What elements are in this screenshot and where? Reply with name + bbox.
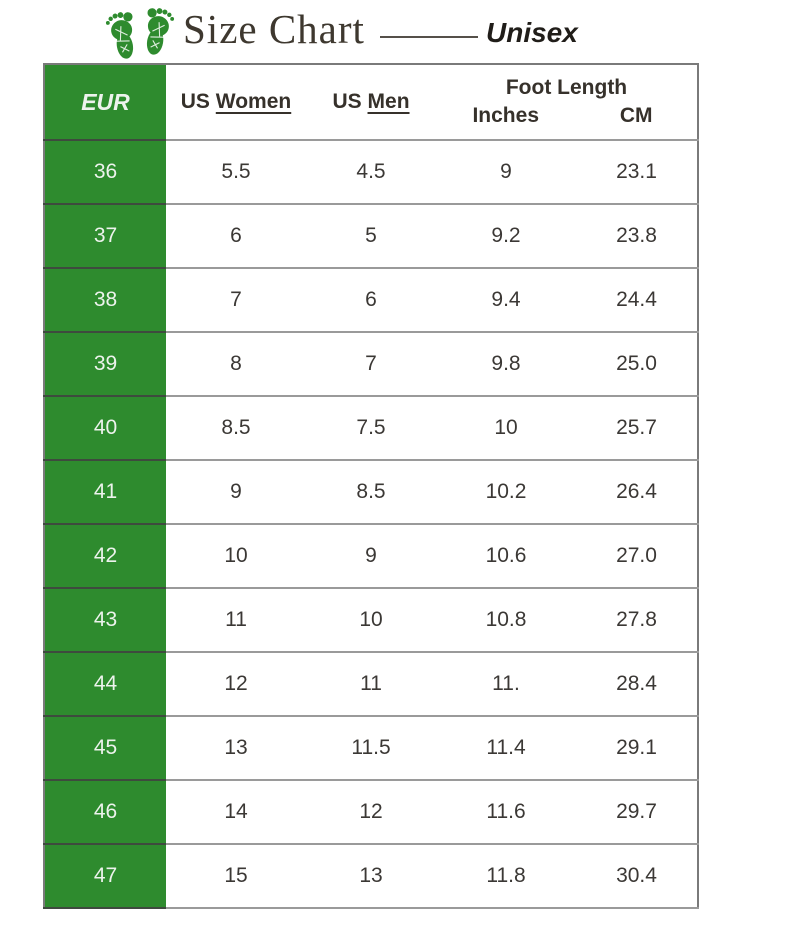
header-row: EUR US Women US Men Foot Length Inches C… xyxy=(44,64,698,141)
us-men-cell: 13 xyxy=(306,844,436,909)
cm-cell: 23.8 xyxy=(576,204,698,269)
table-row: 46 14 12 11.6 29.7 xyxy=(44,780,698,845)
size-table-header: EUR US Women US Men Foot Length Inches C… xyxy=(44,64,698,141)
inches-cell: 9.2 xyxy=(436,204,576,269)
us-women-word: Women xyxy=(215,90,292,113)
us-men-cell: 5 xyxy=(306,204,436,269)
us-women-cell: 8.5 xyxy=(166,396,306,461)
foot-length-column-header: Foot Length Inches CM xyxy=(436,64,698,141)
eur-cell: 46 xyxy=(44,780,166,845)
table-row: 38 7 6 9.4 24.4 xyxy=(44,268,698,333)
inches-cell: 11.4 xyxy=(436,716,576,781)
cm-cell: 25.0 xyxy=(576,332,698,397)
inches-cell: 11. xyxy=(436,652,576,717)
inches-cell: 11.6 xyxy=(436,780,576,845)
inches-cell: 10.6 xyxy=(436,524,576,589)
inches-cell: 10.2 xyxy=(436,460,576,525)
cm-cell: 26.4 xyxy=(576,460,698,525)
us-women-cell: 8 xyxy=(166,332,306,397)
eur-cell: 47 xyxy=(44,844,166,909)
us-women-cell: 14 xyxy=(166,780,306,845)
table-row: 41 9 8.5 10.2 26.4 xyxy=(44,460,698,525)
baby-footprints-icon xyxy=(105,8,175,59)
eur-cell: 40 xyxy=(44,396,166,461)
us-women-cell: 11 xyxy=(166,588,306,653)
inches-cell: 10.8 xyxy=(436,588,576,653)
us-men-cell: 11 xyxy=(306,652,436,717)
eur-cell: 36 xyxy=(44,140,166,205)
us-women-cell: 5.5 xyxy=(166,140,306,205)
cm-cell: 27.0 xyxy=(576,524,698,589)
us-men-prefix: US xyxy=(332,90,362,113)
us-men-cell: 11.5 xyxy=(306,716,436,781)
us-men-cell: 4.5 xyxy=(306,140,436,205)
table-row: 37 6 5 9.2 23.8 xyxy=(44,204,698,269)
us-men-cell: 6 xyxy=(306,268,436,333)
us-men-cell: 8.5 xyxy=(306,460,436,525)
foot-length-label: Foot Length xyxy=(505,76,628,99)
table-row: 40 8.5 7.5 10 25.7 xyxy=(44,396,698,461)
table-row: 36 5.5 4.5 9 23.1 xyxy=(44,140,698,205)
table-row: 47 15 13 11.8 30.4 xyxy=(44,844,698,909)
eur-cell: 41 xyxy=(44,460,166,525)
us-men-cell: 7 xyxy=(306,332,436,397)
cm-cell: 28.4 xyxy=(576,652,698,717)
eur-cell: 42 xyxy=(44,524,166,589)
us-men-cell: 10 xyxy=(306,588,436,653)
eur-cell: 45 xyxy=(44,716,166,781)
cm-cell: 30.4 xyxy=(576,844,698,909)
size-table-body: 36 5.5 4.5 9 23.1 37 6 5 9.2 23.8 38 7 6 9.4 24.4 39 8 7 9… xyxy=(44,140,698,909)
us-men-cell: 9 xyxy=(306,524,436,589)
page-title: Size Chart xyxy=(183,6,365,52)
us-women-cell: 6 xyxy=(166,204,306,269)
cm-cell: 29.1 xyxy=(576,716,698,781)
us-men-cell: 7.5 xyxy=(306,396,436,461)
inches-label: Inches xyxy=(472,104,539,127)
title-divider-line xyxy=(380,36,478,38)
inches-cell: 9.4 xyxy=(436,268,576,333)
inches-cell: 10 xyxy=(436,396,576,461)
cm-cell: 23.1 xyxy=(576,140,698,205)
table-row: 42 10 9 10.6 27.0 xyxy=(44,524,698,589)
us-men-cell: 12 xyxy=(306,780,436,845)
cm-cell: 29.7 xyxy=(576,780,698,845)
inches-cell: 11.8 xyxy=(436,844,576,909)
us-men-word: Men xyxy=(367,90,410,113)
us-women-cell: 9 xyxy=(166,460,306,525)
us-women-prefix: US xyxy=(180,90,210,113)
eur-cell: 43 xyxy=(44,588,166,653)
eur-cell: 38 xyxy=(44,268,166,333)
table-row: 43 11 10 10.8 27.8 xyxy=(44,588,698,653)
eur-cell: 37 xyxy=(44,204,166,269)
us-women-column-header: US Women xyxy=(166,64,306,141)
inches-cell: 9.8 xyxy=(436,332,576,397)
cm-label: CM xyxy=(619,104,653,127)
us-women-cell: 10 xyxy=(166,524,306,589)
eur-cell: 44 xyxy=(44,652,166,717)
table-row: 44 12 11 11. 28.4 xyxy=(44,652,698,717)
table-row: 39 8 7 9.8 25.0 xyxy=(44,332,698,397)
us-women-cell: 13 xyxy=(166,716,306,781)
us-women-cell: 7 xyxy=(166,268,306,333)
cm-cell: 24.4 xyxy=(576,268,698,333)
us-women-cell: 12 xyxy=(166,652,306,717)
table-row: 45 13 11.5 11.4 29.1 xyxy=(44,716,698,781)
eur-cell: 39 xyxy=(44,332,166,397)
cm-cell: 27.8 xyxy=(576,588,698,653)
size-chart-table: EUR US Women US Men Foot Length Inches C… xyxy=(43,63,699,909)
cm-cell: 25.7 xyxy=(576,396,698,461)
page-subtitle: Unisex xyxy=(486,17,578,48)
us-women-cell: 15 xyxy=(166,844,306,909)
eur-column-header: EUR xyxy=(44,64,166,141)
inches-cell: 9 xyxy=(436,140,576,205)
us-men-column-header: US Men xyxy=(306,64,436,141)
